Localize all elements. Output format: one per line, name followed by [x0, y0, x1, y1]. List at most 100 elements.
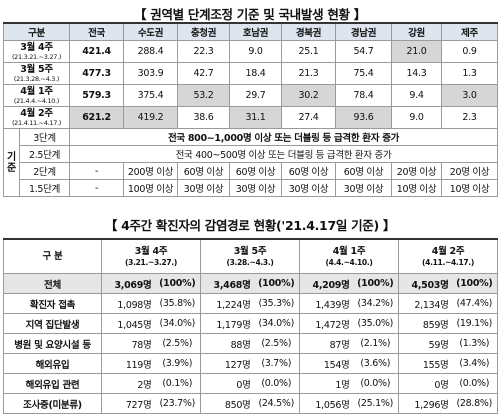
percent-cell: (0.0%)	[352, 373, 400, 394]
value-cell: 29.7	[229, 84, 283, 107]
value-cell: 53.2	[177, 84, 231, 107]
count-cell: 78명	[101, 333, 155, 354]
value-cell: 419.2	[123, 106, 179, 129]
stage-cell: 3단계	[18, 128, 71, 146]
count-cell: 154명	[299, 353, 353, 374]
criteria-value: 60명 이상	[281, 162, 337, 180]
week-period: (4.4.~4.10.)	[325, 257, 373, 267]
criteria-value: 100명 이상	[123, 179, 179, 197]
value-cell: 3.0	[441, 84, 499, 107]
value-cell: 30.2	[281, 84, 337, 107]
percent-cell: (47.4%)	[451, 293, 499, 314]
percent-cell: (100%)	[154, 273, 202, 294]
week-period: (21.3.21.~3.27.)	[11, 52, 62, 61]
header-cell: 충청권	[177, 22, 231, 41]
value-cell: 18.4	[229, 62, 283, 85]
week-label: 4월 2주	[20, 107, 53, 119]
percent-cell: (100%)	[253, 273, 301, 294]
header-row: 구 분 3월 4주 (3.21.~3.27.) 3월 5주 (3.28.~4.3.) 4월…	[3, 238, 499, 274]
value-cell: 288.4	[123, 40, 179, 63]
criteria-value: -	[69, 162, 125, 180]
header-cell: 4월 2주 (4.11.~4.17.)	[398, 238, 499, 274]
criteria-value: 30명 이상	[335, 179, 393, 197]
percent-cell: (3.4%)	[451, 353, 499, 374]
data-row: 3월 5주 (21.3.28.~4.3.) 477.3 303.9 42.7 18.4 21…	[2, 62, 499, 85]
week-label: 3월 5주	[20, 63, 53, 75]
criteria-value: 30명 이상	[177, 179, 231, 197]
period-cell: 3월 4주 (21.3.21.~3.27.)	[2, 40, 71, 63]
criteria-row: 1.5단계 -100명 이상 30명 이상 30명 이상 30명 이상 30명 이상 10명…	[4, 179, 499, 197]
count-cell: 59명	[398, 333, 452, 354]
percent-cell: (2.5%)	[154, 333, 202, 354]
criteria-label: 기준	[3, 128, 20, 197]
percent-cell: (0.0%)	[253, 373, 301, 394]
count-cell: 1,472명	[299, 313, 353, 334]
count-cell: 1,179명	[200, 313, 254, 334]
criteria-value: 200명 이상	[123, 162, 179, 180]
row-label: 지역 집단발생	[3, 313, 102, 334]
count-cell: 1,296명	[398, 393, 452, 414]
value-cell: 27.4	[281, 106, 337, 129]
percent-cell: (28.8%)	[451, 393, 499, 414]
stage-cell: 2.5단계	[18, 145, 71, 163]
percent-cell: (35.0%)	[352, 313, 400, 334]
criteria-value: 30명 이상	[229, 179, 283, 197]
count-cell: 3,069명	[101, 273, 155, 294]
criteria-value: 60명 이상	[335, 162, 393, 180]
percent-cell: (35.3%)	[253, 293, 301, 314]
week-period: (4.11.~4.17.)	[422, 257, 474, 267]
route-table: 구 분 3월 4주 (3.21.~3.27.) 3월 5주 (3.28.~4.3.) 4월…	[3, 238, 499, 414]
criteria-value: 10명 이상	[391, 179, 443, 197]
value-cell: 9.4	[391, 84, 443, 107]
criteria-value: -	[69, 179, 125, 197]
value-cell: 21.3	[281, 62, 337, 85]
criteria-row: 기준 3단계 전국 800~1,000명 이상 또는 더블링 등 급격한 환자 증가	[3, 128, 499, 197]
percent-cell: (34.2%)	[352, 293, 400, 314]
criteria-value: 60명 이상	[177, 162, 231, 180]
value-cell: 477.3	[69, 62, 125, 85]
value-cell: 78.4	[335, 84, 393, 107]
period-cell: 4월 1주 (21.4.4.~4.10.)	[2, 84, 71, 107]
count-cell: 850명	[200, 393, 254, 414]
row-label: 확진자 접촉	[3, 293, 102, 314]
week-period: (3.21.~3.27.)	[125, 257, 177, 267]
data-row: 해외유입 119명 (3.9%) 127명 (3.7%) 154명 (3.6%) 155명 (3…	[3, 353, 499, 374]
week-period: (3.28.~4.3.)	[226, 257, 274, 267]
count-cell: 1,045명	[101, 313, 155, 334]
percent-cell: (34.0%)	[154, 313, 202, 334]
value-cell: 42.7	[177, 62, 231, 85]
week-label: 3월 4주	[20, 41, 53, 53]
count-cell: 1,439명	[299, 293, 353, 314]
percent-cell: (1.3%)	[451, 333, 499, 354]
count-cell: 2,134명	[398, 293, 452, 314]
percent-cell: (34.0%)	[253, 313, 301, 334]
regional-table: 구분 전국 수도권 충청권 호남권 경북권 경남권 강원 제주 3월 4주 (21.3.21.~3.…	[2, 22, 499, 197]
stage-cell: 2단계	[18, 162, 71, 180]
header-cell: 4월 1주 (4.4.~4.10.)	[299, 238, 400, 274]
value-cell: 21.0	[391, 40, 443, 63]
week-label: 3월 4주	[134, 245, 168, 257]
percent-cell: (3.6%)	[352, 353, 400, 374]
header-cell: 경북권	[281, 22, 337, 41]
count-cell: 4,503명	[398, 273, 452, 294]
count-cell: 87명	[299, 333, 353, 354]
value-cell: 22.3	[177, 40, 231, 63]
header-cell: 수도권	[123, 22, 179, 41]
value-cell: 38.6	[177, 106, 231, 129]
value-cell: 2.3	[441, 106, 499, 129]
percent-cell: (0.1%)	[154, 373, 202, 394]
week-label: 4월 2주	[431, 245, 465, 257]
value-cell: 0.9	[441, 40, 499, 63]
period-cell: 4월 2주 (21.4.11.~4.17.)	[2, 106, 71, 129]
week-label: 3월 5주	[233, 245, 267, 257]
criteria-text: 전국 400~500명 이상 또는 더블링 등 급격한 환자 증가	[69, 145, 499, 163]
header-cell: 구분	[2, 22, 71, 41]
count-cell: 2명	[101, 373, 155, 394]
percent-cell: (100%)	[352, 273, 400, 294]
period-cell: 3월 5주 (21.3.28.~4.3.)	[2, 62, 71, 85]
value-cell: 54.7	[335, 40, 393, 63]
header-cell: 호남권	[229, 22, 283, 41]
row-label: 해외유입	[3, 353, 102, 374]
header-cell: 구 분	[3, 238, 102, 274]
